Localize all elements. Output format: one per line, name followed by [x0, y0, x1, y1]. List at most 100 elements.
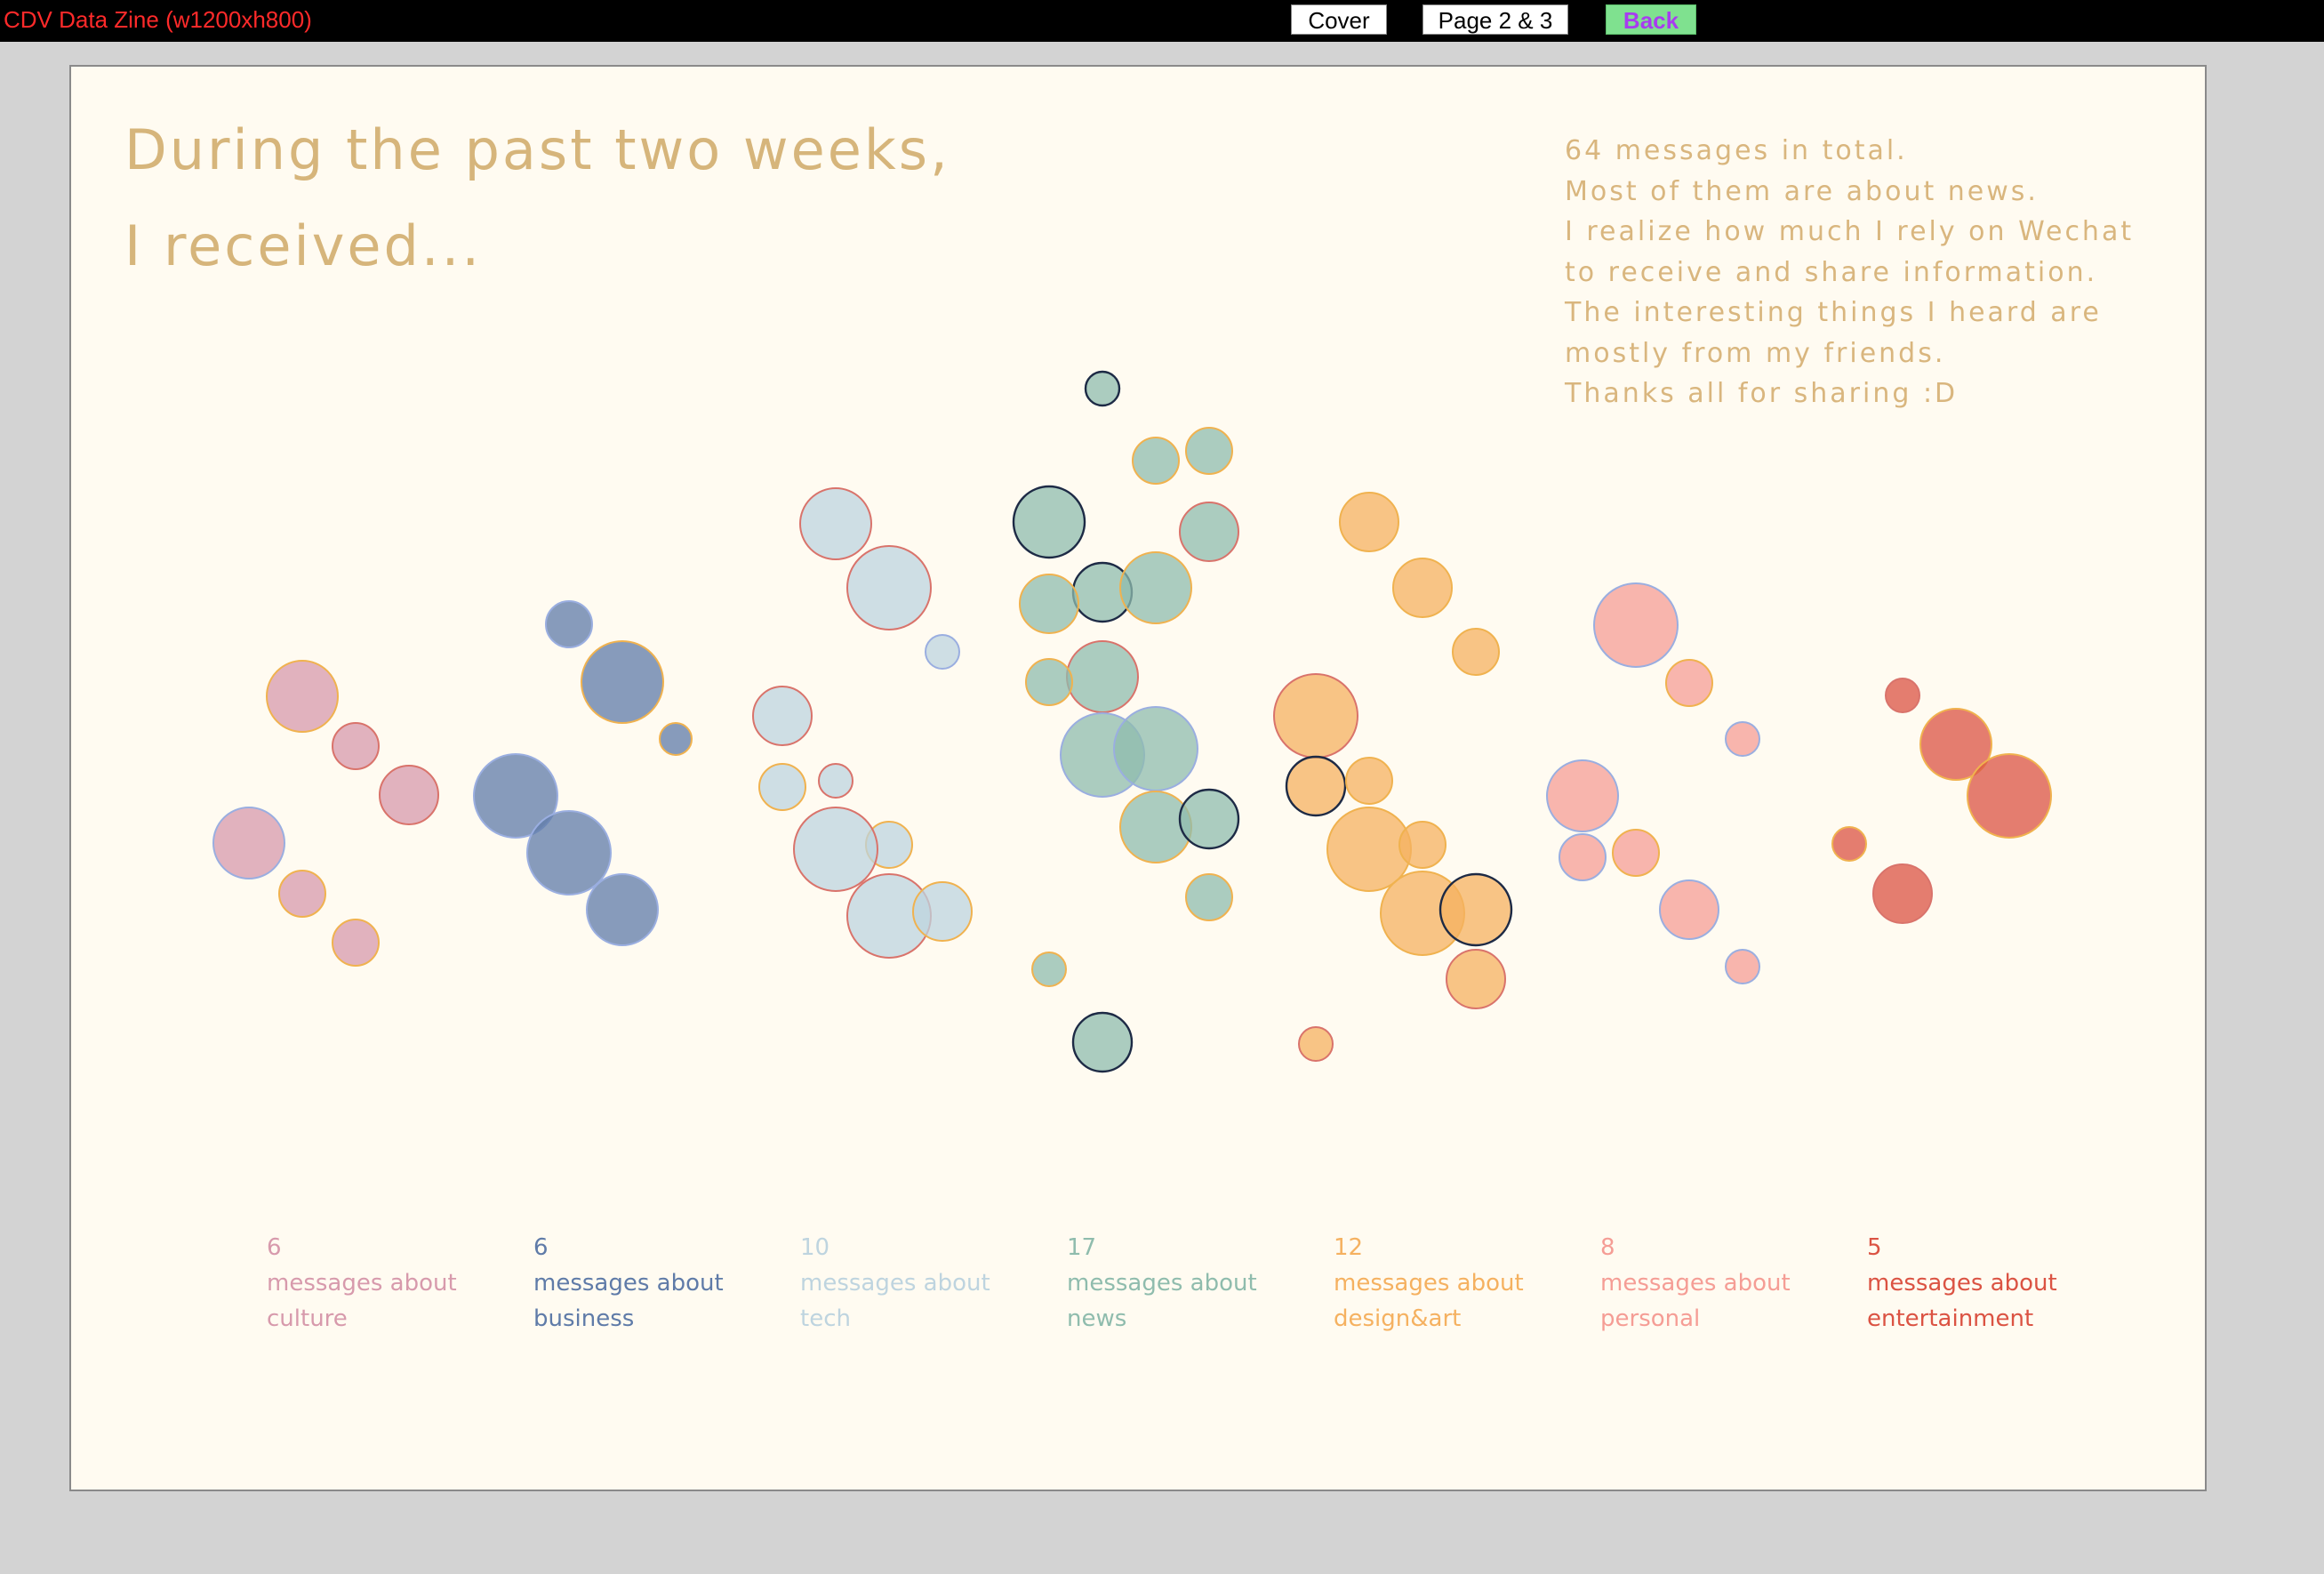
- legend-category: culture: [267, 1305, 348, 1332]
- bubble-entertainment-4: [1831, 826, 1867, 862]
- bubble-tech-5: [818, 763, 853, 799]
- bubble-tech-2: [846, 545, 932, 630]
- bubble-news-3: [1185, 427, 1233, 475]
- legend-category: tech: [800, 1305, 851, 1332]
- bubble-culture-4: [212, 807, 285, 879]
- headline: During the past two weeks, I received...: [124, 102, 950, 294]
- note-line: mostly from my friends.: [1565, 337, 1946, 369]
- legend-category: design&art: [1334, 1305, 1462, 1332]
- note-line: Most of them are about news.: [1565, 175, 2039, 207]
- bubble-tech-4: [752, 686, 813, 746]
- legend-prefix: messages about: [1067, 1270, 1257, 1297]
- bubble-design-art-5: [1285, 755, 1347, 817]
- legend-category: personal: [1600, 1305, 1701, 1332]
- bubble-personal-2: [1665, 659, 1713, 707]
- bubble-culture-5: [278, 870, 326, 918]
- bubble-tech-6: [758, 763, 806, 811]
- bubble-news-9: [1066, 640, 1139, 713]
- legend-prefix: messages about: [267, 1270, 457, 1297]
- legend-count: 12: [1334, 1234, 1364, 1261]
- bubble-design-art-3: [1452, 628, 1500, 676]
- legend-prefix: messages about: [1600, 1270, 1791, 1297]
- legend-entertainment: 5 messages about entertainment: [1867, 1230, 2057, 1337]
- bubble-news-17: [1071, 1011, 1134, 1073]
- legend-count: 6: [267, 1234, 282, 1261]
- note-line: to receive and share information.: [1565, 256, 2098, 288]
- bubble-entertainment-1: [1885, 678, 1920, 713]
- bubble-business-1: [545, 600, 593, 648]
- bubble-culture-3: [379, 765, 439, 825]
- legend-category: news: [1067, 1305, 1127, 1332]
- bubble-design-art-1: [1339, 492, 1399, 552]
- note-line: 64 messages in total.: [1565, 135, 1908, 166]
- bubble-personal-6: [1612, 829, 1660, 877]
- bubble-culture-2: [332, 722, 380, 770]
- bubble-design-art-6: [1345, 757, 1393, 805]
- bubble-personal-4: [1546, 759, 1619, 832]
- bubble-design-art-12: [1298, 1026, 1334, 1062]
- page-2-3-button[interactable]: Page 2 & 3: [1422, 4, 1568, 35]
- legend-personal: 8 messages about personal: [1600, 1230, 1791, 1337]
- cover-button[interactable]: Cover: [1291, 4, 1387, 35]
- bubble-design-art-2: [1392, 558, 1453, 618]
- bubble-personal-8: [1725, 949, 1760, 984]
- headline-line-1: During the past two weeks,: [124, 117, 950, 182]
- legend-count: 10: [800, 1234, 830, 1261]
- legend-tech: 10 messages about tech: [800, 1230, 990, 1337]
- legend-business: 6 messages about business: [533, 1230, 724, 1337]
- back-button[interactable]: Back: [1606, 4, 1696, 35]
- bubble-news-4: [1012, 485, 1086, 559]
- bubble-personal-1: [1593, 582, 1679, 668]
- bubble-business-2: [581, 640, 664, 724]
- bubble-tech-3: [925, 634, 960, 670]
- note-line: Thanks all for sharing :D: [1565, 378, 1959, 409]
- bubble-entertainment-2: [1919, 708, 1992, 781]
- bubble-design-art-10: [1438, 872, 1513, 947]
- legend-count: 5: [1867, 1234, 1882, 1261]
- bubble-news-16: [1031, 952, 1067, 987]
- legend-culture: 6 messages about culture: [267, 1230, 457, 1337]
- bubble-news-5: [1179, 502, 1239, 562]
- bubble-culture-6: [332, 919, 380, 967]
- legend-news: 17 messages about news: [1067, 1230, 1257, 1337]
- legend-prefix: messages about: [1867, 1270, 2057, 1297]
- bubble-entertainment-5: [1872, 863, 1933, 924]
- bubble-chart: [212, 370, 2052, 1073]
- notes: 64 messages in total. Most of them are a…: [1565, 131, 2134, 414]
- bubble-business-5: [526, 810, 612, 895]
- bubble-tech-8: [793, 807, 878, 892]
- bubble-personal-7: [1659, 879, 1719, 940]
- bubble-news-15: [1185, 873, 1233, 921]
- legend-count: 6: [533, 1234, 549, 1261]
- headline-line-2: I received...: [124, 213, 483, 278]
- bubble-news-14: [1178, 788, 1240, 850]
- note-line: The interesting things I heard are: [1565, 297, 2102, 328]
- bubble-tech-1: [799, 487, 872, 560]
- bubble-news-1: [1084, 370, 1121, 407]
- bubble-design-art-11: [1446, 949, 1506, 1009]
- top-bar: CDV Data Zine (w1200xh800) Cover Page 2 …: [0, 0, 2324, 42]
- bubble-entertainment-3: [1967, 753, 2052, 839]
- bubble-news-7: [1119, 551, 1192, 624]
- bubble-personal-3: [1725, 721, 1760, 757]
- bubble-news-8: [1019, 574, 1079, 634]
- legend-prefix: messages about: [1334, 1270, 1524, 1297]
- bubble-culture-1: [266, 660, 339, 733]
- bubble-design-art-4: [1273, 673, 1358, 759]
- bubble-tech-10: [912, 881, 973, 942]
- bubble-news-2: [1132, 437, 1180, 485]
- bubble-business-3: [659, 722, 693, 756]
- legend-prefix: messages about: [800, 1270, 990, 1297]
- bubble-news-10: [1025, 658, 1073, 706]
- bubble-design-art-8: [1398, 821, 1446, 869]
- legend-count: 8: [1600, 1234, 1615, 1261]
- bubble-personal-5: [1559, 833, 1607, 881]
- legend-prefix: messages about: [533, 1270, 724, 1297]
- legend-design-art: 12 messages about design&art: [1334, 1230, 1524, 1337]
- legend-category: business: [533, 1305, 635, 1332]
- app-title: CDV Data Zine (w1200xh800): [4, 6, 312, 33]
- note-line: I realize how much I rely on Wechat: [1565, 216, 2135, 247]
- legend-count: 17: [1067, 1234, 1097, 1261]
- bubble-news-12: [1113, 706, 1198, 791]
- bubble-business-6: [586, 873, 659, 946]
